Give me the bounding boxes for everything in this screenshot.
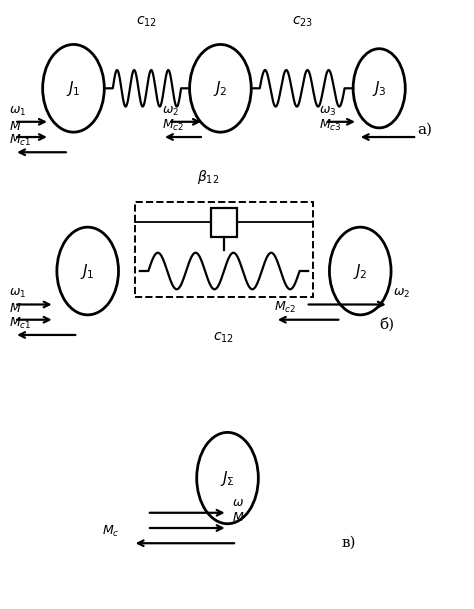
Text: $M_{c2}$: $M_{c2}$ bbox=[162, 118, 184, 133]
Text: в): в) bbox=[341, 535, 356, 549]
Text: $\omega_1$: $\omega_1$ bbox=[9, 104, 26, 118]
Text: $J_1$: $J_1$ bbox=[66, 79, 81, 98]
Text: $\beta_{12}$: $\beta_{12}$ bbox=[198, 167, 219, 186]
Text: $M$: $M$ bbox=[9, 303, 21, 315]
Text: $J_2$: $J_2$ bbox=[213, 79, 228, 98]
Text: $M_c$: $M_c$ bbox=[102, 524, 119, 539]
Text: a): a) bbox=[417, 123, 432, 137]
Text: $J_2$: $J_2$ bbox=[353, 261, 367, 281]
Text: $J_3$: $J_3$ bbox=[372, 79, 387, 98]
Text: б): б) bbox=[379, 317, 394, 332]
Text: $M_{c1}$: $M_{c1}$ bbox=[9, 315, 31, 331]
Text: $J_1$: $J_1$ bbox=[80, 261, 95, 281]
Text: $M_{c3}$: $M_{c3}$ bbox=[319, 118, 341, 133]
Text: $c_{12}$: $c_{12}$ bbox=[137, 15, 157, 29]
Text: $c_{12}$: $c_{12}$ bbox=[213, 331, 234, 345]
Text: $c_{23}$: $c_{23}$ bbox=[292, 15, 313, 29]
Text: $\omega_1$: $\omega_1$ bbox=[9, 287, 26, 300]
Bar bbox=[210, 208, 237, 237]
Text: $M$: $M$ bbox=[232, 511, 245, 524]
Text: $J_{\Sigma}$: $J_{\Sigma}$ bbox=[220, 468, 235, 488]
Text: $\omega_2$: $\omega_2$ bbox=[162, 104, 179, 118]
Text: $\omega_2$: $\omega_2$ bbox=[393, 287, 410, 300]
Text: $M$: $M$ bbox=[9, 120, 21, 133]
Text: $\omega_3$: $\omega_3$ bbox=[319, 104, 336, 118]
Text: $M_{c2}$: $M_{c2}$ bbox=[274, 300, 296, 315]
Text: $M_{c1}$: $M_{c1}$ bbox=[9, 133, 31, 148]
Text: $\omega$: $\omega$ bbox=[232, 496, 244, 509]
